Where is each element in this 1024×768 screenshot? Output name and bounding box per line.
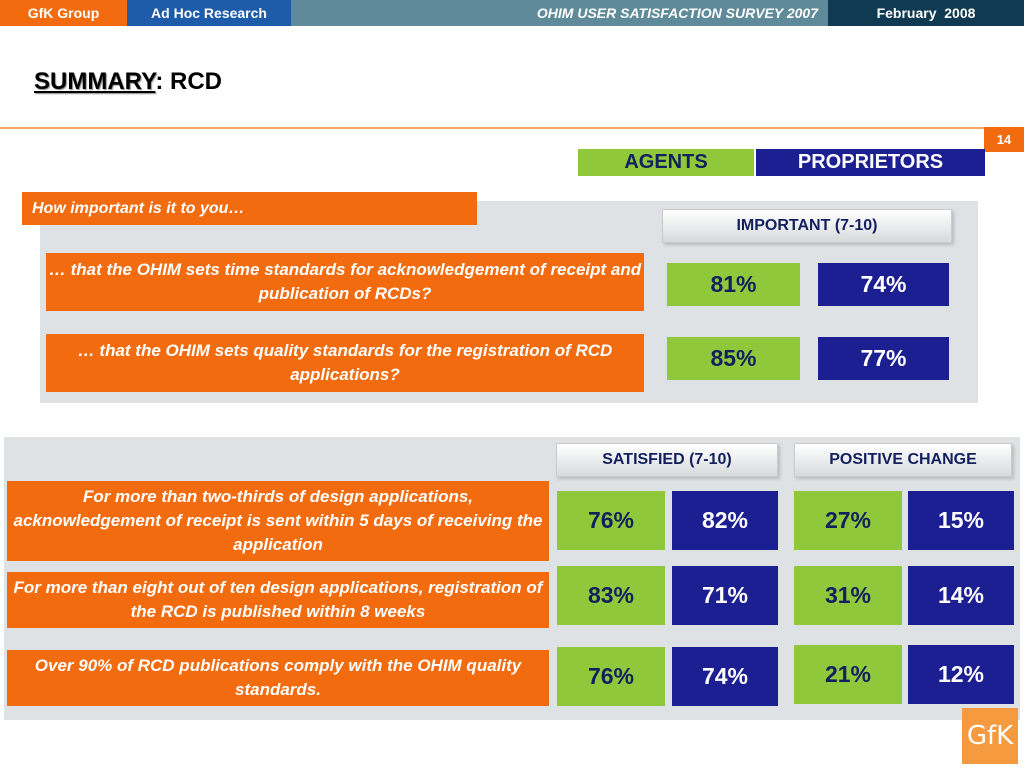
satisfied-3-agents: 76%: [557, 647, 665, 706]
page-title-emphasis: SUMMARY: [34, 68, 156, 95]
satisfied-2-agents: 83%: [557, 566, 665, 625]
header-survey-title: OHIM USER SATISFACTION SURVEY 2007: [291, 0, 828, 26]
importance-question-1: … that the OHIM sets time standards for …: [46, 253, 644, 311]
importance-1-proprietors: 74%: [818, 263, 949, 306]
page-title-rest: : RCD: [155, 68, 222, 95]
importance-1-agents: 81%: [667, 263, 800, 306]
change-3-agents: 21%: [794, 645, 902, 704]
importance-2-agents: 85%: [667, 337, 800, 380]
satisfied-2-proprietors: 71%: [672, 566, 778, 625]
change-1-proprietors: 15%: [908, 491, 1014, 550]
page-number: 14: [984, 127, 1024, 152]
gfk-logo-icon: GfK: [962, 708, 1018, 764]
page-title: SUMMARY: RCD: [34, 68, 222, 96]
header-division: Ad Hoc Research: [127, 0, 291, 26]
satisfaction-statement-2: For more than eight out of ten design ap…: [7, 572, 549, 628]
positive-change-column-header: POSITIVE CHANGE: [794, 443, 1012, 477]
satisfied-3-proprietors: 74%: [672, 647, 778, 706]
importance-2-proprietors: 77%: [818, 337, 949, 380]
satisfied-column-header: SATISFIED (7-10): [556, 443, 778, 477]
satisfied-1-proprietors: 82%: [672, 491, 778, 550]
satisfied-1-agents: 76%: [557, 491, 665, 550]
header-date: February 2008: [828, 0, 1024, 26]
important-column-header: IMPORTANT (7-10): [662, 209, 952, 243]
change-2-agents: 31%: [794, 566, 902, 625]
importance-intro: How important is it to you…: [22, 192, 477, 225]
change-3-proprietors: 12%: [908, 645, 1014, 704]
legend-agents: AGENTS: [578, 149, 754, 176]
header-company: GfK Group: [0, 0, 127, 26]
satisfaction-statement-1: For more than two-thirds of design appli…: [7, 481, 549, 561]
change-2-proprietors: 14%: [908, 566, 1014, 625]
legend-proprietors: PROPRIETORS: [756, 149, 985, 176]
importance-question-2: … that the OHIM sets quality standards f…: [46, 334, 644, 392]
title-divider: [0, 127, 990, 129]
satisfaction-statement-3: Over 90% of RCD publications comply with…: [7, 650, 549, 706]
change-1-agents: 27%: [794, 491, 902, 550]
